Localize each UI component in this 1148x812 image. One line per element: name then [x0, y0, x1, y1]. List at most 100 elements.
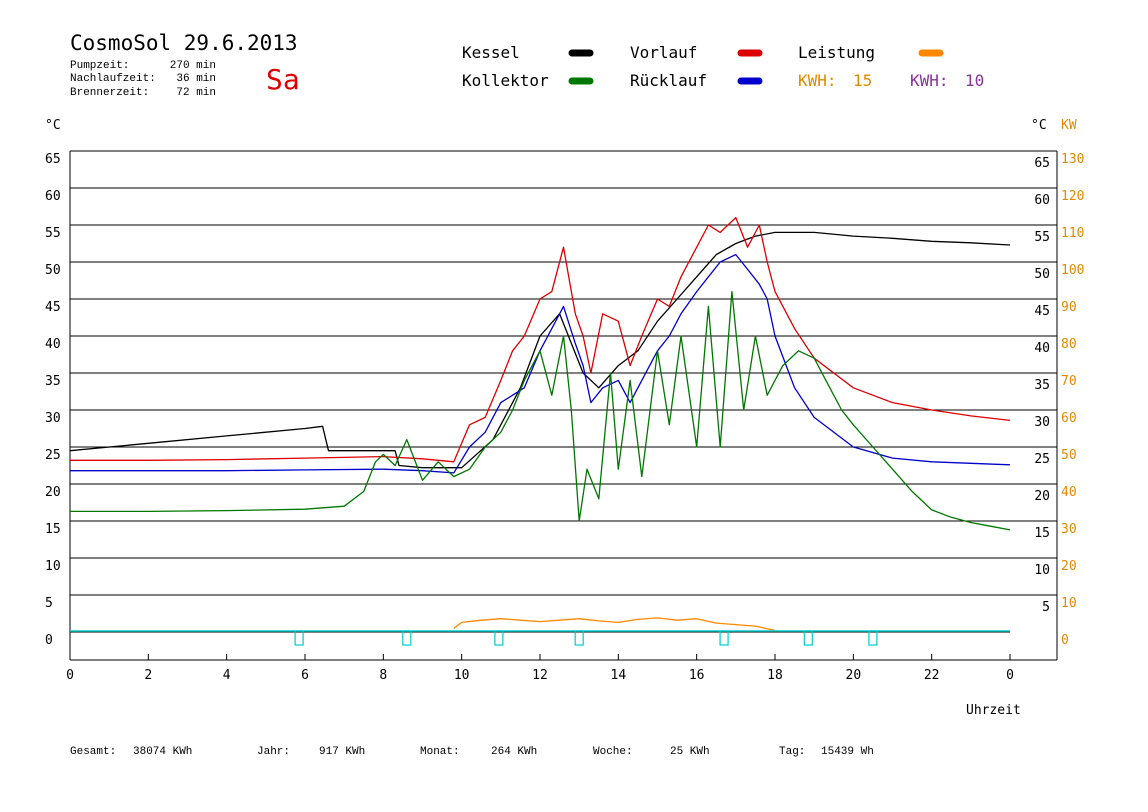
y-tick-label-left: 35	[45, 374, 61, 389]
pump-marker	[294, 630, 304, 646]
pump-marker	[803, 630, 813, 646]
legend: Kessel Vorlauf Leistung Kollektor Rückla…	[462, 43, 984, 90]
legend-label-vorlauf: Vorlauf	[630, 43, 697, 62]
y-tick-label-left: 60	[45, 189, 61, 204]
axes	[69, 151, 1058, 661]
y-tick-label-right: 25	[1034, 452, 1050, 467]
y-tick-label-left: 65	[45, 152, 61, 167]
y-tick-label-left: 5	[45, 596, 53, 611]
series-line-ruecklauf	[70, 253, 1011, 474]
pump-marker	[719, 630, 729, 646]
series-lines	[69, 216, 1011, 632]
pump-marker	[402, 630, 412, 646]
y-tick-label-left: 15	[45, 522, 61, 537]
stat-value: 36 min	[176, 73, 216, 85]
y-tick-label-left: 30	[45, 411, 61, 426]
y-tick-label-left: 25	[45, 448, 61, 463]
x-tick-label: 14	[611, 668, 627, 683]
y-tick-label-left: 0	[45, 633, 53, 648]
footer-value: 917 KWh	[319, 746, 365, 758]
y2-tick-label: 30	[1061, 522, 1077, 537]
y2-tick-label: 100	[1061, 263, 1084, 278]
y-tick-label-left: 55	[45, 226, 61, 241]
y-tick-label-right: 30	[1034, 415, 1050, 430]
day-label: Sa	[266, 63, 300, 96]
footer-label: Gesamt:	[70, 746, 116, 758]
tick-labels: 0 2 4 6 8 10 12 14 16 18 20 22 005101520253035404550…	[45, 152, 1084, 683]
y-tick-label-right: 60	[1034, 193, 1050, 208]
footer-label: Jahr:	[257, 746, 290, 758]
series-line-vorlauf	[70, 216, 1011, 463]
y-tick-label-left: 10	[45, 559, 61, 574]
x-tick-label: 6	[301, 668, 309, 683]
y2-tick-label: 20	[1061, 559, 1077, 574]
y-tick-label-right: 55	[1034, 230, 1050, 245]
y-tick-label-right: 10	[1034, 563, 1050, 578]
footer-value: 15439 Wh	[821, 746, 874, 758]
footer-label: Monat:	[420, 746, 460, 758]
footer-value: 38074 KWh	[133, 746, 192, 758]
footer-label: Woche:	[593, 746, 633, 758]
y2-tick-label: 130	[1061, 152, 1084, 167]
footer-totals: Gesamt: 38074 KWh Jahr: 917 KWh Monat: 2…	[70, 746, 874, 758]
y-tick-label-right: 45	[1034, 304, 1050, 319]
chart-title: CosmoSol 29.6.2013	[70, 31, 298, 55]
kwh-value-2: 10	[965, 71, 984, 90]
y-tick-label-right: 50	[1034, 267, 1050, 282]
stat-value: 270 min	[170, 60, 216, 72]
y-tick-label-left: 50	[45, 263, 61, 278]
y2-tick-label: 60	[1061, 411, 1077, 426]
y2-tick-label: 50	[1061, 448, 1077, 463]
footer-value: 264 KWh	[491, 746, 537, 758]
kwh-label-2: KWH:	[910, 71, 949, 90]
series-line-leistung	[453, 617, 776, 632]
pump-marker	[494, 630, 504, 646]
legend-label-leistung: Leistung	[798, 43, 875, 62]
pump-marker	[574, 630, 584, 646]
legend-label-kollektor: Kollektor	[462, 71, 549, 90]
stat-label: Pumpzeit:	[70, 60, 129, 72]
x-tick-label: 4	[223, 668, 231, 683]
y-tick-label-left: 40	[45, 337, 61, 352]
kwh-value-1: 15	[853, 71, 872, 90]
legend-label-ruecklauf: Rücklauf	[630, 71, 707, 90]
x-tick-label: 2	[144, 668, 152, 683]
y-axis-unit-left: °C	[45, 118, 61, 133]
y2-tick-label: 80	[1061, 337, 1077, 352]
footer-value: 25 KWh	[670, 746, 710, 758]
stat-value: 72 min	[176, 87, 216, 99]
series-line-kollektor	[70, 290, 1011, 531]
y-tick-label-right: 5	[1042, 600, 1050, 615]
pump-markers	[70, 630, 1010, 646]
y2-tick-label: 110	[1061, 226, 1084, 241]
x-tick-label: 20	[846, 668, 862, 683]
y-tick-label-right: 35	[1034, 378, 1050, 393]
grid-lines	[70, 150, 1057, 633]
stats-block: Pumpzeit: 270 min Nachlaufzeit: 36 min B…	[70, 60, 216, 99]
pump-marker	[868, 630, 878, 646]
footer-label: Tag:	[779, 746, 805, 758]
legend-label-kessel: Kessel	[462, 43, 520, 62]
x-tick-label: 18	[767, 668, 783, 683]
y-tick-label-left: 45	[45, 300, 61, 315]
y2-tick-label: 0	[1061, 633, 1069, 648]
y2-tick-label: 70	[1061, 374, 1077, 389]
y-axis-unit-right: °C	[1031, 118, 1047, 133]
y2-axis-unit: KW	[1061, 118, 1077, 133]
x-tick-label: 0	[1006, 668, 1014, 683]
kwh-label-1: KWH:	[798, 71, 837, 90]
x-tick-label: 16	[689, 668, 705, 683]
y-tick-label-left: 20	[45, 485, 61, 500]
y-tick-label-right: 20	[1034, 489, 1050, 504]
stat-label: Brennerzeit:	[70, 87, 149, 99]
y2-tick-label: 120	[1061, 189, 1084, 204]
x-tick-label: 0	[66, 668, 74, 683]
x-tick-label: 8	[379, 668, 387, 683]
x-tick-label: 22	[924, 668, 940, 683]
y2-tick-label: 90	[1061, 300, 1077, 315]
y2-tick-label: 40	[1061, 485, 1077, 500]
y-tick-label-right: 15	[1034, 526, 1050, 541]
y-tick-label-right: 65	[1034, 156, 1050, 171]
y-tick-label-right: 40	[1034, 341, 1050, 356]
